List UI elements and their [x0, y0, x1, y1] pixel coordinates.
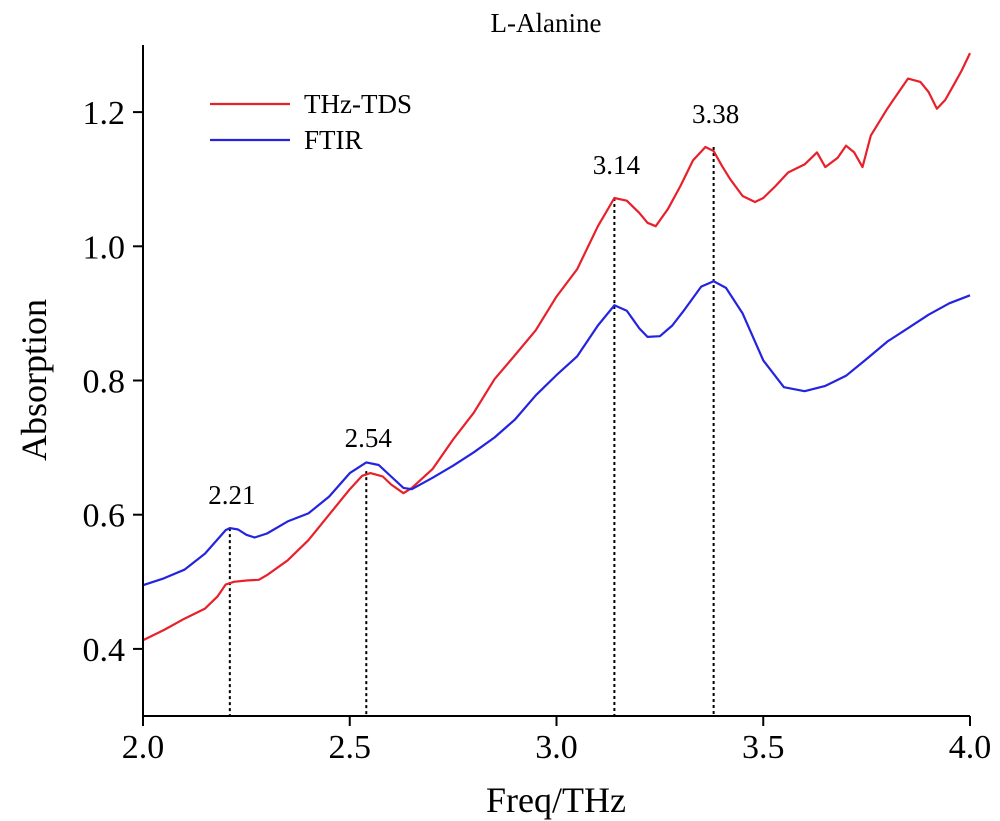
peak-label-2-54: 2.54 [345, 423, 393, 453]
y-axis-title: Absorption [14, 299, 54, 461]
chart-title: L-Alanine [491, 8, 602, 38]
plot-area: 2.21 2.54 3.14 3.38 [142, 52, 971, 716]
x-tick-label: 3.0 [535, 729, 578, 766]
y-tick-label: 0.6 [83, 498, 126, 535]
legend-label-thz-tds: THz-TDS [304, 89, 412, 119]
series-line-thz-tds [142, 52, 971, 642]
legend-label-ftir: FTIR [304, 125, 363, 155]
y-tick-label: 1.2 [83, 95, 126, 132]
series-line-ftir [142, 280, 971, 587]
peak-label-2-21: 2.21 [208, 480, 255, 510]
x-tick-label: 2.5 [329, 729, 372, 766]
x-axis-title: Freq/THz [486, 780, 626, 820]
legend: THz-TDS FTIR [210, 89, 412, 155]
peak-label-3-38: 3.38 [692, 99, 739, 129]
x-tick-label: 4.0 [949, 729, 992, 766]
peak-label-3-14: 3.14 [593, 150, 641, 180]
y-tick-label: 0.4 [83, 632, 126, 669]
x-tick-label: 3.5 [742, 729, 785, 766]
x-axis-ticks: 2.0 2.5 3.0 3.5 4.0 [122, 716, 992, 766]
y-tick-label: 1.0 [83, 229, 126, 266]
y-tick-label: 0.8 [83, 364, 126, 401]
y-axis-ticks: 0.4 0.6 0.8 1.0 1.2 [83, 95, 143, 669]
x-tick-label: 2.0 [122, 729, 165, 766]
